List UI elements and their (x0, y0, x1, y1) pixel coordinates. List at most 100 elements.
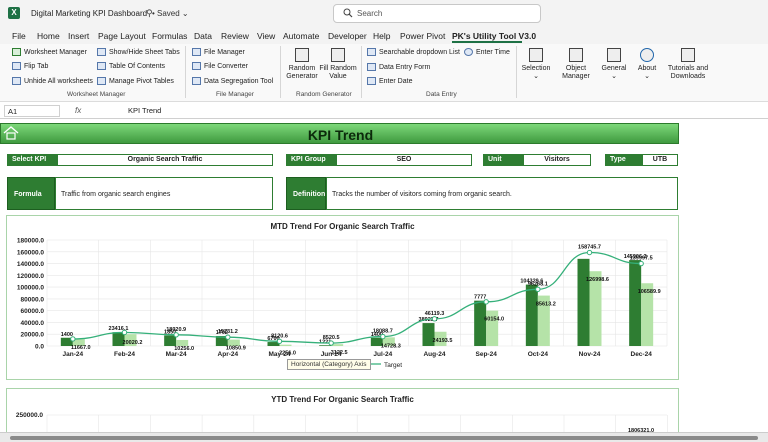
autosave-icon[interactable]: ⚲ (146, 8, 153, 18)
tab-insert[interactable]: Insert (68, 31, 90, 41)
y-tick-label: 0.0 (35, 344, 44, 351)
horizontal-scrollbar-track (0, 432, 768, 442)
x-tick-label: Oct-24 (528, 351, 549, 358)
comparison-bar (382, 337, 395, 346)
comparison-bar (589, 271, 602, 346)
tutorials-downloads-button[interactable]: Tutorials and Downloads (663, 48, 713, 81)
random-generator-button[interactable]: Random Generator (284, 48, 320, 81)
object-manager-icon (569, 48, 583, 62)
chevron-down-icon: ⌄ (533, 73, 539, 80)
mtd-chart[interactable]: MTD Trend For Organic Search Traffic 0.0… (6, 215, 679, 380)
actual-bar (370, 337, 383, 346)
file-converter-button[interactable]: File Converter (192, 62, 248, 70)
actual-bar (319, 345, 332, 346)
data-segregation-tool-button[interactable]: Data Segregation Tool (192, 77, 273, 85)
show-hide-label: Show/Hide Sheet Tabs (109, 48, 180, 56)
worksheet[interactable]: KPI Trend Select KPI Organic Search Traf… (0, 119, 768, 438)
formula-content[interactable]: KPI Trend (128, 106, 162, 115)
comparison-bar (537, 295, 550, 346)
tab-review[interactable]: Review (221, 31, 249, 41)
enter-date-button[interactable]: Enter Date (367, 77, 412, 85)
target-point (173, 332, 179, 338)
document-title: Digital Marketing KPI Dashboard (31, 9, 148, 18)
tab-data[interactable]: Data (194, 31, 212, 41)
name-box[interactable]: A1 (4, 105, 60, 117)
comparison-bar (72, 339, 85, 346)
file-manager-button[interactable]: File Manager (192, 48, 245, 56)
tab-formulas[interactable]: Formulas (152, 31, 188, 41)
home-icon[interactable] (3, 126, 19, 140)
search-box[interactable]: Search (333, 4, 541, 23)
target-point (638, 260, 644, 267)
tab-automate[interactable]: Automate (283, 31, 320, 41)
selection-button[interactable]: Selection ⌄ (518, 48, 554, 81)
tab-home[interactable]: Home (37, 31, 60, 41)
data-segregation-label: Data Segregation Tool (204, 77, 274, 85)
actual-bar (474, 300, 487, 346)
enter-time-button[interactable]: Enter Time (464, 48, 510, 56)
target-data-label: 15731.2 (218, 329, 238, 335)
tab-pk-utility-tool[interactable]: PK's Utility Tool V3.0 (452, 31, 537, 41)
pivot-icon (97, 77, 106, 85)
general-button[interactable]: General ⌄ (597, 48, 631, 81)
fx-icon[interactable]: fx (75, 106, 82, 115)
flip-tab-button[interactable]: Flip Tab (12, 62, 48, 70)
formula-bar: A1 fx KPI Trend (0, 103, 768, 119)
tab-developer[interactable]: Developer (328, 31, 367, 41)
target-data-label: 158745.7 (578, 245, 601, 251)
unhide-all-worksheets-button[interactable]: Unhide All worksheets (12, 77, 93, 85)
ytd-chart[interactable]: YTD Trend For Organic Search Traffic 250… (6, 388, 679, 438)
actual-bar (629, 260, 642, 346)
target-point (121, 329, 128, 336)
target-point (70, 336, 76, 342)
bar-data-label: 10850.9 (226, 346, 246, 352)
tab-page-layout[interactable]: Page Layout (98, 31, 146, 41)
worksheet-manager-button[interactable]: Worksheet Manager (12, 48, 87, 56)
tab-view[interactable]: View (257, 31, 276, 41)
bar-data-label: 11667.0 (71, 345, 91, 351)
actual-bar (60, 337, 73, 346)
comparison-bar (331, 344, 344, 346)
y-tick-label: 250000.0 (16, 412, 43, 419)
manage-pivot-label: Manage Pivot Tables (109, 77, 174, 85)
flip-icon (12, 62, 21, 70)
show-hide-sheet-tabs-button[interactable]: Show/Hide Sheet Tabs (97, 48, 180, 56)
bar-data-label: 106589.9 (638, 289, 661, 295)
sheet-right-area (681, 119, 768, 432)
type-label: Type (605, 154, 642, 166)
random-generator-icon (295, 48, 309, 62)
bar-data-label: 38923.7 (419, 317, 439, 323)
x-tick-label: Feb-24 (114, 351, 135, 358)
target-data-label: 8120.6 (271, 333, 288, 339)
file-converter-label: File Converter (204, 62, 248, 70)
y-tick-label: 140000.0 (17, 261, 44, 268)
tab-file[interactable]: File (12, 31, 26, 41)
fill-random-value-button[interactable]: Fill Random Value (318, 48, 358, 81)
formula-label: Formula (7, 177, 55, 210)
unit-value: Visitors (523, 154, 591, 166)
manage-pivot-tables-button[interactable]: Manage Pivot Tables (97, 77, 174, 85)
about-button[interactable]: About ⌄ (633, 48, 661, 81)
saved-status[interactable]: • Saved ⌄ (152, 9, 189, 18)
ytd-chart-title: YTD Trend For Organic Search Traffic (271, 395, 414, 404)
comparison-bar (486, 310, 499, 346)
calendar-icon (367, 77, 376, 85)
horizontal-scrollbar[interactable] (10, 436, 758, 440)
target-data-label: 46119.3 (425, 311, 445, 317)
mtd-chart-plot: 0.0 20000.0 40000.0 60000.0 80000.0 100000.0 1… (17, 238, 668, 369)
kpi-group-label: KPI Group (286, 154, 336, 166)
object-manager-label: Object Manager (562, 65, 590, 80)
target-data-label: 18920.9 (166, 327, 186, 333)
menu-bar: File Home Insert Page Layout Formulas Da… (0, 27, 768, 44)
tab-help[interactable]: Help (373, 31, 391, 41)
tutorials-label: Tutorials and Downloads (667, 65, 709, 80)
x-tick-label: Mar-24 (166, 351, 187, 358)
object-manager-button[interactable]: Object Manager (557, 48, 595, 81)
tab-power-pivot[interactable]: Power Pivot (400, 31, 446, 41)
table-of-contents-button[interactable]: Table Of Contents (97, 62, 165, 70)
searchable-dropdown-button[interactable]: Searchable dropdown List (367, 48, 460, 56)
data-entry-form-button[interactable]: Data Entry Form (367, 63, 430, 71)
bar-data-label: 3122.5 (331, 350, 348, 356)
select-kpi-dropdown[interactable]: Organic Search Traffic (57, 154, 273, 166)
formula-value: Traffic from organic search engines (55, 177, 273, 210)
